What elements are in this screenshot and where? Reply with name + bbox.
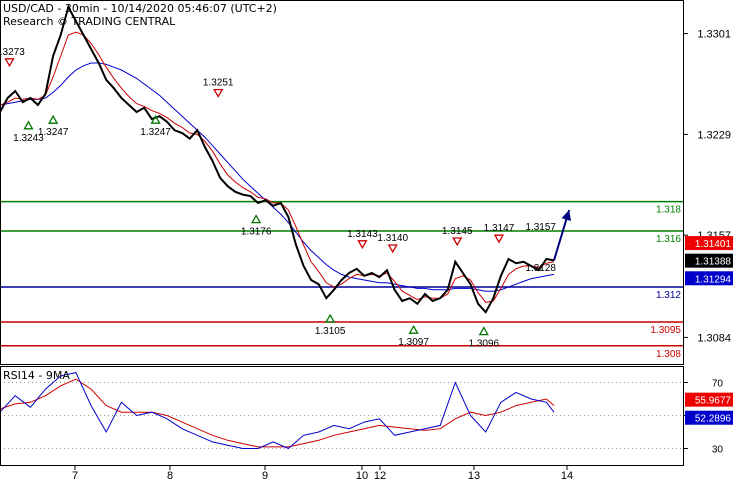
price-tag-label: 1.31388 [695, 257, 732, 268]
main-frame [0, 0, 684, 365]
peak-label: 1.3143 [347, 229, 378, 240]
price-tag-red [685, 236, 733, 251]
x-tick-label-8: 8 [167, 470, 173, 480]
price-line [0, 4, 555, 314]
trough-label: 1.3176 [241, 227, 272, 238]
level-label-1.308: 1.308 [656, 349, 681, 360]
x-tick-label-7: 7 [72, 470, 78, 480]
x-tick-label-10: 10 [356, 470, 368, 480]
y-tick-label: 1.3301 [697, 29, 731, 41]
x-tick-label-9: 9 [262, 470, 268, 480]
ma-slow-line [0, 62, 555, 292]
trough-marker [408, 324, 419, 334]
peak-label: 1.3140 [377, 233, 408, 244]
peak-label: 1.3251 [203, 78, 234, 89]
y-tick-label: 1.3084 [697, 332, 731, 344]
level-annotation: 1.3157 [525, 222, 556, 233]
trough-marker [478, 326, 489, 336]
level-label-1.312: 1.312 [656, 290, 681, 301]
rsi-tag-label: 55.9677 [695, 396, 732, 407]
peak-marker [357, 240, 368, 250]
x-tick-label-14: 14 [561, 470, 573, 480]
x-tick-label-12: 12 [374, 470, 386, 480]
price-tag-black [685, 253, 733, 268]
trough-label: 1.3097 [398, 337, 429, 348]
trough-marker [251, 214, 262, 224]
trough-label: 1.3247 [140, 127, 171, 138]
y-tick-label: 1.3229 [697, 129, 731, 141]
main-price-panel: 1.3181.3161.3121.30951.3081.32731.32431.… [0, 4, 683, 360]
chart-subtitle: Research © TRADING CENTRAL [3, 15, 176, 28]
peak-marker [452, 237, 463, 247]
rsi-tag-label: 52.2896 [695, 414, 732, 425]
trough-label: 1.3247 [38, 127, 69, 138]
price-tag-label: 1.31294 [695, 274, 732, 285]
trough-marker [48, 114, 59, 124]
rsi-line [0, 372, 555, 450]
projection-arrow-head [561, 210, 572, 222]
rsi-frame [0, 366, 684, 466]
peak-marker [493, 234, 505, 244]
level-label-1.3095: 1.3095 [650, 325, 681, 336]
rsi-ma-line [0, 378, 555, 448]
level-annotation: 1.3128 [525, 263, 556, 274]
rsi-y-tick-label: 30 [712, 445, 724, 456]
ma-fast-line [0, 31, 555, 303]
peak-marker [4, 58, 15, 68]
peak-marker [387, 244, 398, 254]
trough-marker [324, 313, 336, 323]
rsi-y-tick-label: 70 [712, 379, 724, 390]
trough-marker [23, 120, 34, 130]
peak-marker [213, 88, 224, 98]
price-tag-blue [685, 271, 733, 286]
rsi-tag-blue [685, 410, 733, 425]
level-label-1.318: 1.318 [656, 205, 681, 216]
rsi-title: RSI14 - 9MA [3, 369, 70, 382]
trough-label: 1.3096 [468, 339, 499, 350]
trough-label: 1.3105 [315, 326, 346, 337]
rsi-tag-red [685, 392, 733, 407]
rsi-panel [0, 372, 683, 450]
trough-label: 1.3243 [13, 133, 44, 144]
peak-label: 1.3147 [484, 223, 515, 234]
peak-label: 1.3273 [0, 47, 25, 58]
chart-title: USD/CAD - 30min - 10/14/2020 05:46:07 (U… [3, 2, 277, 15]
peak-label: 1.3145 [442, 226, 473, 237]
trough-marker [150, 114, 161, 124]
price-tag-label: 1.31401 [695, 239, 732, 250]
x-tick-label-13: 13 [468, 470, 480, 480]
level-label-1.316: 1.316 [656, 234, 681, 245]
